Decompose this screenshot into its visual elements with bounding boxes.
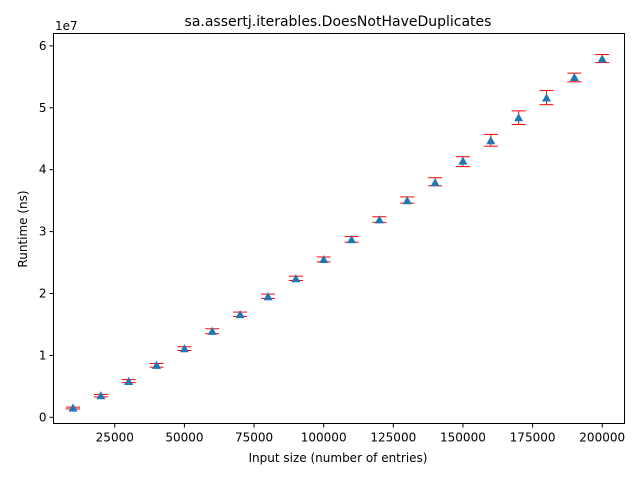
y-offset-label: 1e7 — [55, 19, 78, 33]
y-tick-label: 0 — [39, 410, 47, 424]
chart-title: sa.assertj.iterables.DoesNotHaveDuplicat… — [185, 14, 492, 30]
x-tick-label: 200000 — [579, 431, 625, 445]
data-point-triangle — [96, 391, 106, 400]
x-tick-label: 50000 — [165, 431, 203, 445]
data-point-triangle — [319, 254, 329, 264]
data-point-triangle — [569, 72, 579, 82]
y-axis-label: Runtime (ns) — [16, 190, 30, 267]
data-point-triangle — [347, 235, 357, 244]
data-point-triangle — [68, 403, 78, 412]
plot-area: 25000 50000 75000 100000 125000 150000 175000 2… — [39, 39, 625, 445]
y-tick-label: 6 — [39, 39, 47, 53]
data-point-triangle — [458, 156, 468, 165]
x-axis-label: Input size (number of entries) — [249, 451, 428, 465]
data-point-triangle — [235, 310, 245, 319]
x-tick-label: 175000 — [510, 431, 556, 445]
x-tick-label: 75000 — [235, 431, 273, 445]
y-tick-label: 5 — [39, 101, 47, 115]
data-point-triangle — [152, 360, 162, 369]
y-tick-label: 4 — [39, 163, 47, 177]
data-point-triangle — [597, 54, 607, 63]
data-point-triangle — [542, 93, 552, 102]
x-tick-label: 125000 — [370, 431, 416, 445]
data-point-triangle — [430, 178, 440, 187]
data-point-triangle — [514, 113, 524, 122]
data-point-triangle — [207, 326, 217, 335]
data-point-triangle — [291, 274, 301, 283]
x-tick-label: 100000 — [301, 431, 347, 445]
y-tick-label: 2 — [39, 287, 47, 301]
y-tick-label: 1 — [39, 348, 47, 362]
data-point-triangle — [263, 292, 273, 301]
plot-frame — [53, 33, 625, 424]
y-tick-label: 3 — [39, 225, 47, 239]
x-tick-label: 150000 — [440, 431, 486, 445]
x-tick-label: 25000 — [96, 431, 134, 445]
data-point-triangle — [374, 215, 384, 224]
data-point-triangle — [486, 136, 496, 145]
data-point-triangle — [402, 196, 412, 205]
data-point-triangle — [124, 376, 134, 386]
data-point-triangle — [179, 344, 189, 353]
